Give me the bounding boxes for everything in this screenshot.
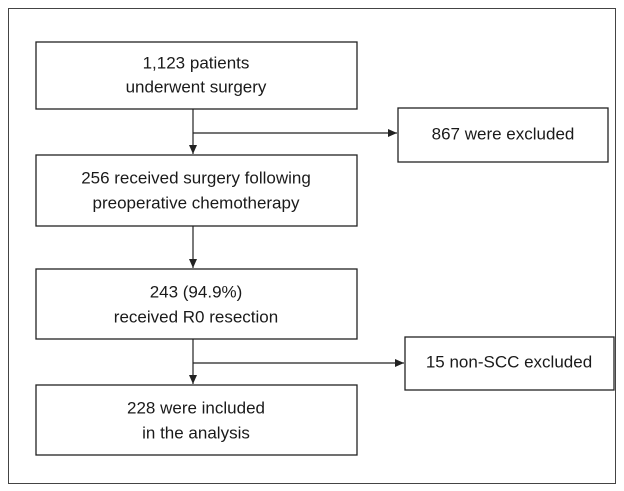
box [35,154,358,227]
box-text: 243 (94.9%) [150,282,243,301]
box-text: in the analysis [142,423,250,442]
box [404,336,615,391]
box-text: 867 were excluded [432,124,575,143]
box [397,107,609,163]
box-text: underwent surgery [126,77,267,96]
box-text: preoperative chemotherapy [93,193,300,212]
box-text: 228 were included [127,398,265,417]
box-text: 1,123 patients [143,53,250,72]
box [35,384,358,456]
box [35,41,358,110]
box-text: 15 non-SCC excluded [426,352,592,371]
box-text: received R0 resection [114,307,278,326]
box-text: 256 received surgery following [81,168,311,187]
box [35,268,358,340]
